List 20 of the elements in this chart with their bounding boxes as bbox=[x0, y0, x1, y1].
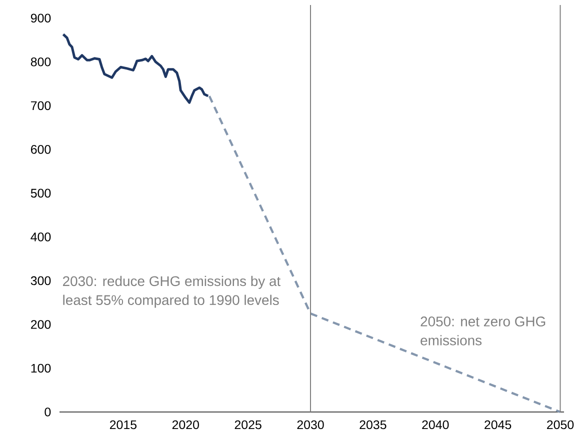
y-tick-label: 500 bbox=[30, 188, 51, 198]
x-tick-label: 2045 bbox=[484, 420, 512, 430]
y-tick-label: 600 bbox=[30, 145, 51, 154]
x-tick-label: 2015 bbox=[110, 420, 137, 430]
y-tick-label: 700 bbox=[31, 101, 51, 110]
x-tick-label: 2020 bbox=[172, 420, 199, 430]
y-tick-label: 300 bbox=[30, 276, 51, 286]
x-tick-label: 2025 bbox=[234, 420, 262, 430]
y-tick-label: 100 bbox=[31, 364, 51, 373]
ref-line-label: 2030: reduce GHG emissions by at least 55% compared to 1990 levels bbox=[63, 276, 281, 308]
y-tick-label: 900 bbox=[30, 14, 51, 23]
x-tick-label: 2040 bbox=[422, 420, 449, 430]
x-tick-label: 2030 bbox=[297, 420, 324, 430]
y-tick-label: 400 bbox=[30, 232, 51, 242]
ref-line-label: 2050: net zero GHG emissions bbox=[420, 316, 546, 346]
y-tick-label: 200 bbox=[30, 320, 51, 329]
y-tick-label: 800 bbox=[30, 57, 51, 66]
y-tick-label: 0 bbox=[44, 408, 51, 416]
x-tick-label: 2050 bbox=[547, 420, 574, 430]
x-tick-label: 2035 bbox=[360, 420, 386, 430]
